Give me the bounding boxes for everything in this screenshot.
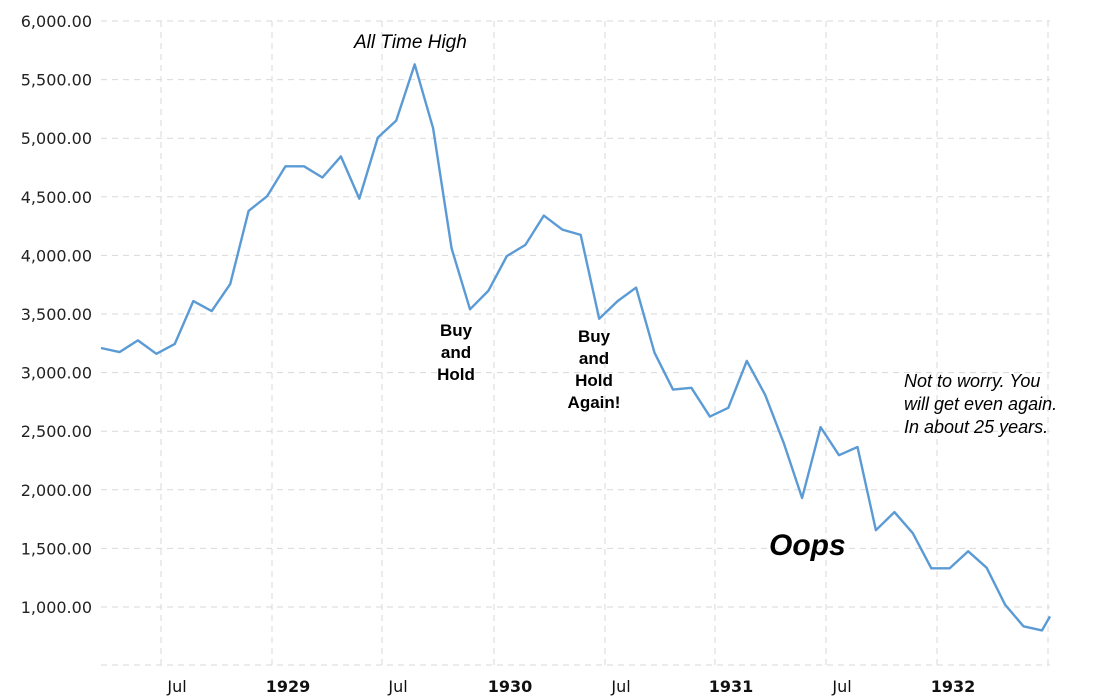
annotation-oops: Oops [769,529,846,562]
y-tick-label: 1,000.00 [21,598,92,617]
y-tick-label: 2,500.00 [21,422,92,441]
x-tick-label: Jul [831,677,851,696]
annotation-not-to-worry: Not to worry. You will get even again. I… [904,370,1057,439]
x-tick-label: 1929 [266,677,311,696]
y-tick-label: 2,000.00 [21,481,92,500]
annotation-line: and [440,343,472,362]
x-tick-label: 1930 [488,677,533,696]
x-tick-label: 1931 [709,677,754,696]
x-tick-label: Jul [166,677,186,696]
y-tick-label: 4,500.00 [21,188,92,207]
annotation-line: Again! [567,393,621,412]
price-line [100,63,1052,632]
annotation-line: Hold [575,371,613,390]
annotation-line: In about 25 years. [904,417,1049,437]
annotation-line: Buy [439,321,473,340]
x-axis: Jul 1929 Jul 1930 Jul 1931 Jul 1932 [166,677,975,696]
annotation-buy-and-hold-again: Buy and Hold Again! [563,326,625,414]
annotation-line: will get even again. [904,394,1058,414]
annotation-line: Not to worry. You [904,371,1041,391]
y-tick-label: 1,500.00 [21,539,92,558]
x-tick-label: 1932 [931,677,976,696]
y-tick-label: 6,000.00 [21,12,92,31]
y-tick-label: 3,000.00 [21,364,92,383]
y-tick-label: 5,500.00 [21,71,92,90]
annotation-line: Buy [577,327,611,346]
annotation-line: and [578,349,610,368]
y-tick-label: 4,000.00 [21,246,92,265]
y-tick-label: 5,000.00 [21,129,92,148]
x-tick-label: Jul [387,677,407,696]
annotation-all-time-high: All Time High [354,32,467,53]
annotation-line: Hold [437,365,475,384]
gridlines [101,20,1050,666]
x-tick-label: Jul [610,677,630,696]
y-axis: 6,000.00 5,500.00 5,000.00 4,500.00 4,000.00… [21,12,92,617]
y-tick-label: 3,500.00 [21,305,92,324]
annotation-buy-and-hold: Buy and Hold [432,320,480,386]
